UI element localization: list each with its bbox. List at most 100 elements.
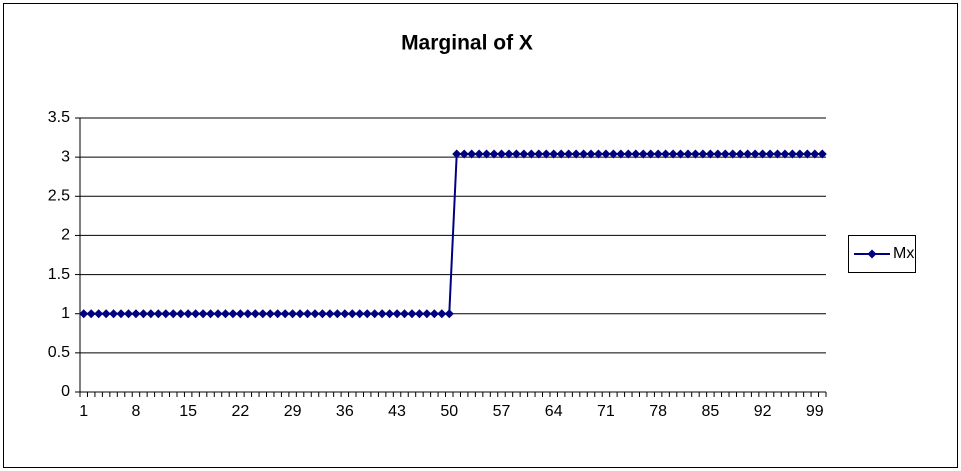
data-point [735, 149, 745, 159]
data-point [571, 149, 581, 159]
data-point [392, 309, 402, 319]
data-point [646, 149, 656, 159]
data-point [750, 149, 760, 159]
data-point [676, 149, 686, 159]
data-point [123, 309, 133, 319]
data-point [504, 149, 514, 159]
data-point [586, 149, 596, 159]
legend-label: Mx [893, 245, 914, 262]
data-point [429, 309, 439, 319]
data-point [265, 309, 275, 319]
data-point [787, 149, 797, 159]
data-point [220, 309, 230, 319]
data-point [601, 149, 611, 159]
data-point [168, 309, 178, 319]
data-point [109, 309, 119, 319]
legend-marker [867, 249, 877, 259]
data-point [198, 309, 208, 319]
data-point [235, 309, 245, 319]
x-tick-label: 8 [131, 403, 140, 420]
data-point [146, 309, 156, 319]
data-point [668, 149, 678, 159]
data-point [385, 309, 395, 319]
x-tick-label: 22 [231, 403, 249, 420]
x-tick-label: 1 [79, 403, 88, 420]
chart-title: Marginal of X [401, 32, 533, 55]
data-point [549, 149, 559, 159]
data-point [414, 309, 424, 319]
data-point [340, 309, 350, 319]
data-point [758, 149, 768, 159]
data-point [176, 309, 186, 319]
data-point [444, 309, 454, 319]
y-tick-label: 1 [61, 305, 70, 322]
x-tick-label: 92 [754, 403, 772, 420]
x-tick-label: 29 [284, 403, 302, 420]
x-tick-label: 36 [336, 403, 354, 420]
data-point [713, 149, 723, 159]
data-point [303, 309, 313, 319]
data-point [810, 149, 820, 159]
data-point [616, 149, 626, 159]
data-point [482, 149, 492, 159]
data-point [743, 149, 753, 159]
data-point [377, 309, 387, 319]
data-point [243, 309, 253, 319]
data-point [116, 309, 126, 319]
data-point [191, 309, 201, 319]
data-point [728, 149, 738, 159]
data-point [183, 309, 193, 319]
y-tick-label: 0.5 [48, 344, 70, 361]
data-point [802, 149, 812, 159]
data-point [474, 149, 484, 159]
y-tick-label: 3 [61, 148, 70, 165]
data-point [698, 149, 708, 159]
data-point [541, 149, 551, 159]
data-point [623, 149, 633, 159]
x-tick-label: 71 [597, 403, 615, 420]
data-point [258, 309, 268, 319]
data-point [400, 309, 410, 319]
x-tick-label: 85 [701, 403, 719, 420]
data-point [556, 149, 566, 159]
y-tick-label: 0 [61, 383, 70, 400]
x-tick-label: 64 [545, 403, 563, 420]
data-point [526, 149, 536, 159]
x-tick-label: 15 [179, 403, 197, 420]
data-point [355, 309, 365, 319]
data-point [452, 149, 462, 159]
data-point [690, 149, 700, 159]
data-point [422, 309, 432, 319]
x-tick-label: 50 [440, 403, 458, 420]
data-point [86, 309, 96, 319]
data-point [79, 309, 89, 319]
data-point [228, 309, 238, 319]
data-point [94, 309, 104, 319]
data-point [332, 309, 342, 319]
data-point [310, 309, 320, 319]
data-point [295, 309, 305, 319]
data-point [437, 309, 447, 319]
data-point [467, 149, 477, 159]
x-tick-label: 43 [388, 403, 406, 420]
data-point [325, 309, 335, 319]
data-point [795, 149, 805, 159]
data-point [101, 309, 111, 319]
data-point [362, 309, 372, 319]
data-point [206, 309, 216, 319]
data-point [511, 149, 521, 159]
data-point [817, 149, 827, 159]
data-point [653, 149, 663, 159]
data-point [370, 309, 380, 319]
data-point [288, 309, 298, 319]
data-point [720, 149, 730, 159]
data-point [780, 149, 790, 159]
y-tick-label: 2 [61, 227, 70, 244]
data-point [683, 149, 693, 159]
data-point [534, 149, 544, 159]
x-tick-label: 57 [493, 403, 511, 420]
data-point [347, 309, 357, 319]
data-point [579, 149, 589, 159]
data-point [705, 149, 715, 159]
data-point [519, 149, 529, 159]
